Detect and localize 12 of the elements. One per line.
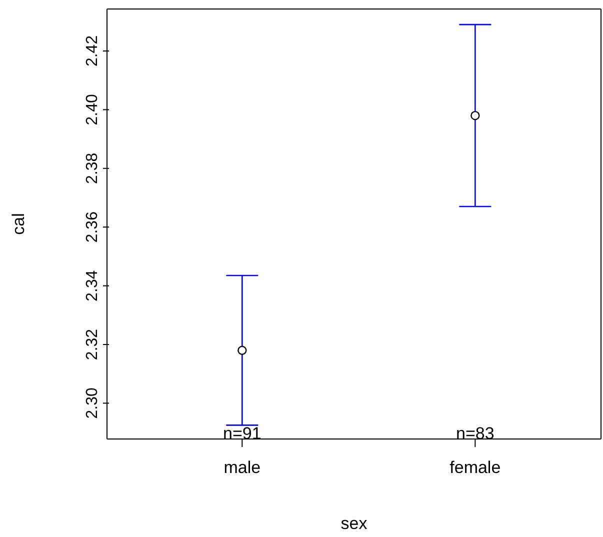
y-tick-label: 2.36 bbox=[84, 211, 101, 243]
x-tick-label: male bbox=[224, 458, 261, 478]
y-tick-label: 2.42 bbox=[84, 35, 101, 67]
y-tick-label: 2.38 bbox=[84, 152, 101, 184]
y-tick-label: 2.40 bbox=[84, 94, 101, 126]
y-tick-label: 2.30 bbox=[84, 388, 101, 419]
y-tick-label: 2.32 bbox=[84, 328, 101, 360]
y-axis-title: cal bbox=[9, 213, 28, 235]
x-axis-title: sex bbox=[340, 514, 368, 533]
x-tick-label: female bbox=[450, 458, 501, 478]
annotation: n=83 bbox=[456, 424, 494, 443]
y-tick-label: 2.34 bbox=[84, 270, 101, 302]
